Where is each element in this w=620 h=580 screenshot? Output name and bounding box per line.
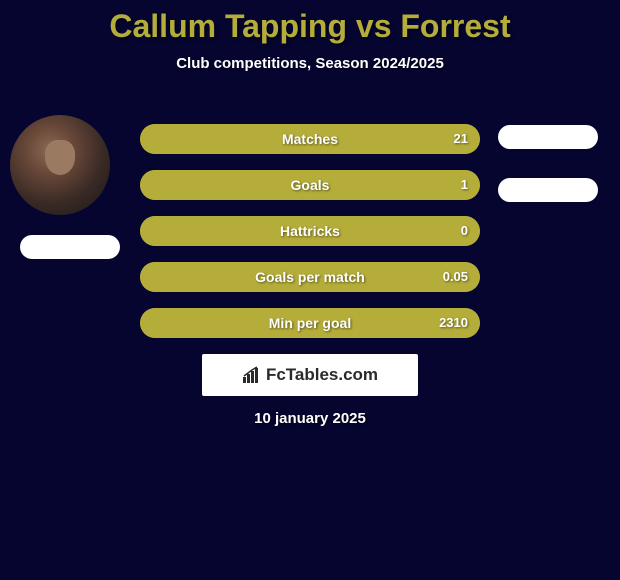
- stat-value: 21: [454, 124, 468, 154]
- stat-label: Matches: [140, 124, 480, 154]
- fctables-logo: FcTables.com: [202, 354, 418, 396]
- page-title: Callum Tapping vs Forrest: [0, 0, 620, 45]
- stat-label: Hattricks: [140, 216, 480, 246]
- player2-name-badge-2: [498, 178, 598, 202]
- stat-label: Min per goal: [140, 308, 480, 338]
- stat-label: Goals per match: [140, 262, 480, 292]
- stats-bars: Matches21 Goals1 Hattricks0 Goals per match…: [140, 124, 480, 354]
- stat-value: 0: [461, 216, 468, 246]
- date-text: 10 january 2025: [0, 410, 620, 427]
- stat-row: Goals1: [140, 170, 480, 200]
- stat-row: Min per goal2310: [140, 308, 480, 338]
- stat-row: Matches21: [140, 124, 480, 154]
- subtitle: Club competitions, Season 2024/2025: [0, 55, 620, 72]
- stat-value: 0.05: [443, 262, 468, 292]
- logo-text: FcTables.com: [266, 365, 378, 385]
- stat-value: 2310: [439, 308, 468, 338]
- player1-avatar: [10, 115, 110, 215]
- player2-name-badge-1: [498, 125, 598, 149]
- player1-name-badge: [20, 235, 120, 259]
- stat-row: Goals per match0.05: [140, 262, 480, 292]
- chart-icon: [242, 366, 262, 384]
- stat-value: 1: [461, 170, 468, 200]
- comparison-card: Callum Tapping vs Forrest Club competiti…: [0, 0, 620, 580]
- stat-label: Goals: [140, 170, 480, 200]
- stat-row: Hattricks0: [140, 216, 480, 246]
